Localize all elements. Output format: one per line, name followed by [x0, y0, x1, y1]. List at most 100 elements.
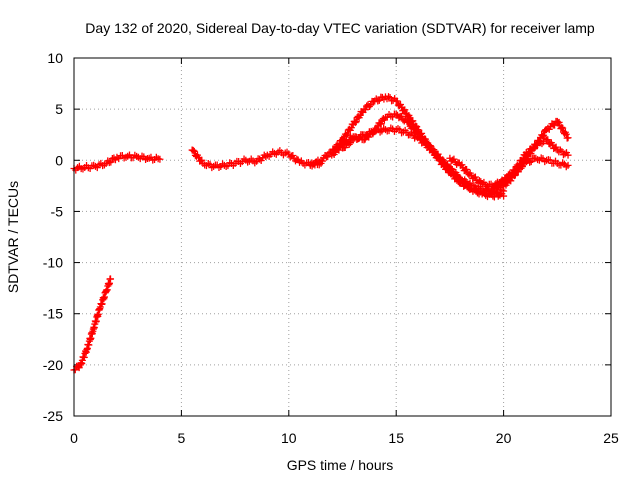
data-point-marker	[190, 147, 198, 155]
x-tick-label: 0	[70, 430, 78, 446]
data-point-marker	[540, 131, 548, 139]
data-point-marker	[453, 172, 461, 180]
data-point-marker	[444, 163, 452, 171]
data-point-marker	[539, 132, 547, 140]
axis-ticks	[73, 57, 612, 417]
data-point-marker	[393, 97, 401, 105]
data-point-marker	[559, 124, 567, 132]
data-point-marker	[189, 146, 197, 154]
data-point-marker	[530, 145, 538, 153]
y-tick-label: -5	[51, 203, 64, 219]
data-point-marker	[463, 180, 471, 188]
data-point-marker	[324, 153, 332, 161]
data-point-marker	[401, 106, 409, 114]
data-point-marker	[156, 155, 164, 163]
x-tick-label: 5	[178, 430, 186, 446]
grid-lines	[74, 58, 611, 416]
y-tick-label: 5	[55, 101, 63, 117]
data-point-marker	[354, 135, 362, 143]
data-point-marker	[564, 151, 572, 159]
x-tick-label: 10	[281, 430, 297, 446]
data-point-marker	[536, 137, 544, 145]
data-point-marker	[345, 140, 353, 148]
data-point-marker	[564, 161, 572, 169]
data-point-marker	[504, 176, 512, 184]
data-point-marker	[551, 121, 559, 129]
data-point-marker	[365, 102, 373, 110]
data-point-marker	[198, 156, 206, 164]
data-point-marker	[351, 119, 359, 127]
data-point-marker	[385, 93, 393, 101]
series-track-i	[500, 154, 572, 187]
x-axis-label: GPS time / hours	[287, 457, 394, 473]
data-point-marker	[527, 150, 535, 158]
data-point-marker	[374, 97, 382, 105]
data-point-marker	[532, 141, 540, 149]
data-point-marker	[555, 118, 563, 126]
data-point-marker	[408, 123, 416, 131]
data-point-marker	[392, 110, 400, 118]
data-point-marker	[335, 146, 343, 154]
data-point-marker	[409, 117, 417, 125]
data-point-marker	[428, 145, 436, 153]
x-tick-label: 25	[603, 430, 619, 446]
data-point-marker	[420, 138, 428, 146]
y-tick-label: -25	[43, 408, 63, 424]
data-point-marker	[361, 106, 369, 114]
series-track-c	[188, 146, 325, 172]
data-point-marker	[490, 187, 498, 195]
data-point-marker	[527, 158, 535, 166]
data-points	[70, 93, 572, 374]
data-point-marker	[107, 275, 115, 283]
data-point-marker	[318, 157, 326, 165]
x-tick-label: 20	[496, 430, 512, 446]
data-point-marker	[517, 164, 525, 172]
data-point-marker	[355, 134, 363, 142]
chart-title: Day 132 of 2020, Sidereal Day-to-day VTE…	[85, 20, 595, 36]
series-track-a	[70, 151, 164, 174]
data-point-marker	[256, 155, 264, 163]
x-tick-label: 15	[388, 430, 404, 446]
series-track-f	[339, 124, 508, 201]
data-point-marker	[472, 185, 480, 193]
data-point-marker	[562, 130, 570, 138]
series-track-b	[70, 275, 115, 374]
data-point-marker	[564, 134, 572, 142]
data-point-marker	[342, 131, 350, 139]
data-point-marker	[311, 161, 319, 169]
data-point-marker	[341, 144, 349, 152]
data-point-marker	[544, 136, 552, 144]
data-point-marker	[375, 96, 383, 104]
y-tick-label: -10	[43, 255, 63, 271]
data-point-marker	[433, 150, 441, 158]
data-point-marker	[454, 173, 462, 181]
y-tick-label: 0	[55, 152, 63, 168]
y-tick-label: -20	[43, 357, 63, 373]
y-tick-label: 10	[47, 50, 63, 66]
data-point-marker	[556, 146, 564, 154]
data-point-marker	[107, 158, 115, 166]
data-point-marker	[500, 179, 508, 187]
data-point-marker	[534, 156, 542, 164]
plot-frame	[73, 57, 612, 417]
data-point-marker	[242, 156, 250, 164]
data-point-marker	[463, 165, 471, 173]
data-point-marker	[405, 118, 413, 126]
data-point-marker	[458, 176, 466, 184]
data-point-marker	[289, 151, 297, 159]
data-point-marker	[449, 168, 457, 176]
data-point-marker	[441, 159, 449, 167]
data-point-marker	[377, 120, 385, 128]
data-point-marker	[471, 173, 479, 181]
data-point-marker	[352, 118, 360, 126]
y-tick-label: -15	[43, 306, 63, 322]
data-point-marker	[458, 161, 466, 169]
y-axis-label: SDTVAR / TECUs	[5, 181, 21, 293]
data-point-marker	[526, 158, 534, 166]
data-point-marker	[398, 112, 406, 120]
data-point-marker	[561, 150, 569, 158]
data-point-marker	[513, 168, 521, 176]
data-point-marker	[450, 155, 458, 163]
data-point-marker	[409, 124, 417, 132]
